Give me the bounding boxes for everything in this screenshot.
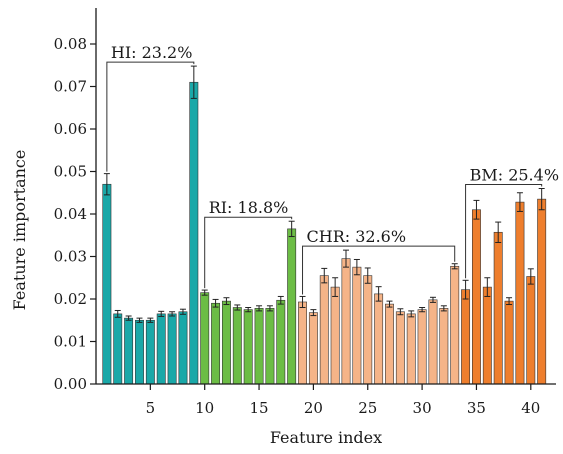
bar [471, 209, 481, 385]
bar [461, 289, 471, 385]
group-bracket [465, 184, 543, 279]
x-tick-label: 15 [250, 399, 269, 417]
bar [374, 293, 384, 385]
bar [287, 228, 297, 385]
bars-layer [102, 81, 547, 385]
bar [221, 300, 231, 385]
x-tick-label: 25 [358, 399, 377, 417]
y-tick-label: 0.08 [54, 35, 87, 53]
bar [265, 308, 275, 385]
bar [124, 317, 134, 385]
x-tick-label: 5 [146, 399, 156, 417]
bar [135, 319, 144, 385]
group-label: HI: 23.2% [111, 43, 193, 62]
group-bracket [204, 216, 293, 289]
bar [515, 201, 525, 385]
bar [450, 265, 460, 385]
x-tick-label: 40 [521, 399, 540, 417]
y-tick-label: 0.04 [54, 205, 87, 223]
y-tick-label: 0.05 [54, 163, 87, 181]
bar [537, 198, 547, 385]
bar [254, 308, 264, 385]
bar [352, 266, 362, 385]
x-tick-label: 20 [304, 399, 323, 417]
bar [243, 309, 253, 385]
bar [189, 81, 199, 385]
group-bracket [302, 245, 456, 295]
bar [504, 300, 514, 385]
y-tick-label: 0.00 [54, 375, 87, 393]
bar [276, 299, 286, 385]
error-bars-layer [103, 65, 545, 323]
bar [113, 313, 123, 385]
bar [298, 301, 307, 385]
bar [493, 231, 503, 385]
bar [319, 275, 329, 385]
bar [232, 307, 242, 385]
bar [156, 313, 166, 385]
bar [417, 309, 427, 385]
bar [439, 308, 449, 385]
x-tick-label: 10 [195, 399, 214, 417]
bar [385, 303, 394, 385]
bar [145, 319, 155, 385]
bar [330, 286, 340, 385]
group-brackets: HI: 23.2% RI: 18.8% CHR: 32.6% BM: 25.4% [106, 43, 559, 295]
y-tick-label: 0.02 [54, 290, 87, 308]
bar [178, 311, 188, 385]
y-tick-label: 0.06 [54, 120, 87, 138]
bar [211, 302, 221, 385]
y-tick-label: 0.01 [54, 333, 87, 351]
group-label: CHR: 32.6% [307, 227, 407, 246]
group-bracket [106, 61, 195, 172]
group-label: RI: 18.8% [209, 198, 289, 217]
axes-layer [95, 8, 556, 385]
group-label: BM: 25.4% [470, 166, 559, 185]
bar [406, 313, 416, 385]
y-axis-title: Feature importance [10, 150, 29, 311]
x-ticks: 5 10 15 20 25 30 35 40 [146, 384, 540, 417]
y-ticks: 0.00 0.01 0.02 0.03 0.04 0.05 0.06 0.07 0.08 [54, 35, 96, 393]
bar [482, 286, 492, 385]
bar [395, 311, 405, 385]
bar [428, 299, 438, 385]
bar [200, 292, 210, 385]
bar [526, 276, 536, 385]
bar [308, 312, 318, 385]
bar [341, 258, 351, 385]
y-tick-label: 0.03 [54, 248, 87, 266]
bar [363, 275, 373, 385]
y-tick-label: 0.07 [54, 78, 87, 96]
x-tick-label: 30 [413, 399, 432, 417]
bar [102, 183, 112, 385]
x-tick-label: 35 [467, 399, 486, 417]
bar [167, 313, 177, 385]
x-axis-title: Feature index [270, 428, 382, 447]
